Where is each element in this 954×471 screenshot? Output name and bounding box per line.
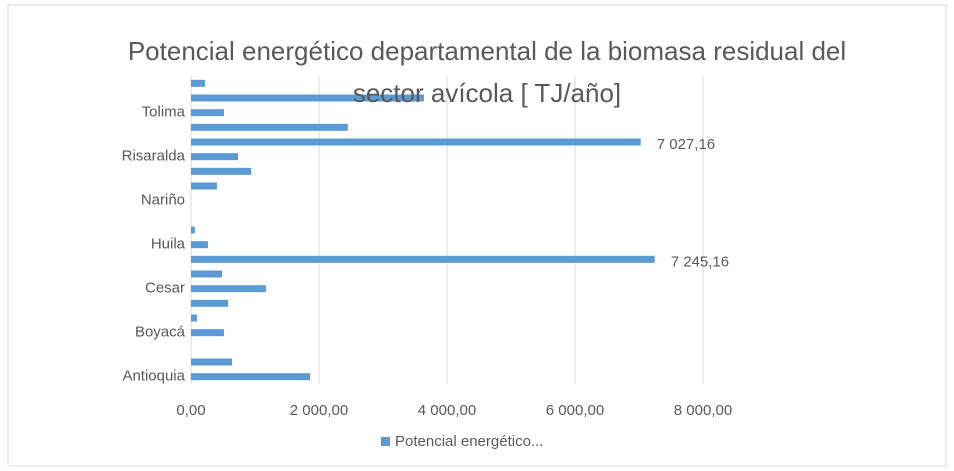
x-tick-label: 6 000,00 xyxy=(546,402,604,419)
bar xyxy=(191,182,217,190)
y-tick-label: Risaralda xyxy=(122,148,186,165)
bar xyxy=(191,373,311,381)
bar xyxy=(191,358,232,366)
bar xyxy=(191,299,229,307)
x-tick-label: 4 000,00 xyxy=(418,402,476,419)
bar xyxy=(191,329,224,337)
y-tick-label: Antioquia xyxy=(122,368,185,385)
x-tick-label: 8 000,00 xyxy=(674,402,732,419)
bar xyxy=(191,153,239,161)
y-tick-label: Huila xyxy=(151,236,186,253)
bar xyxy=(191,226,195,234)
y-tick-label: Tolima xyxy=(142,104,186,121)
bar xyxy=(191,109,224,117)
y-tick-label: Cesar xyxy=(145,280,185,297)
bar xyxy=(191,94,424,102)
data-label: 7 027,16 xyxy=(657,136,715,153)
bar xyxy=(191,167,252,175)
data-label: 7 245,16 xyxy=(671,253,729,270)
bar xyxy=(191,79,206,87)
y-tick-label: Nariño xyxy=(141,192,185,209)
bar xyxy=(191,123,348,131)
bar xyxy=(191,138,641,146)
y-tick-label: Boyacá xyxy=(135,324,186,341)
legend-swatch xyxy=(381,437,390,446)
x-tick-label: 0,00 xyxy=(176,402,205,419)
bar xyxy=(191,270,223,278)
legend-label: Potencial energético... xyxy=(395,433,543,450)
bar xyxy=(191,241,208,249)
chart-frame xyxy=(7,4,947,467)
bar xyxy=(191,314,198,322)
bar xyxy=(191,255,655,263)
x-tick-label: 2 000,00 xyxy=(290,402,348,419)
bar xyxy=(191,285,266,293)
